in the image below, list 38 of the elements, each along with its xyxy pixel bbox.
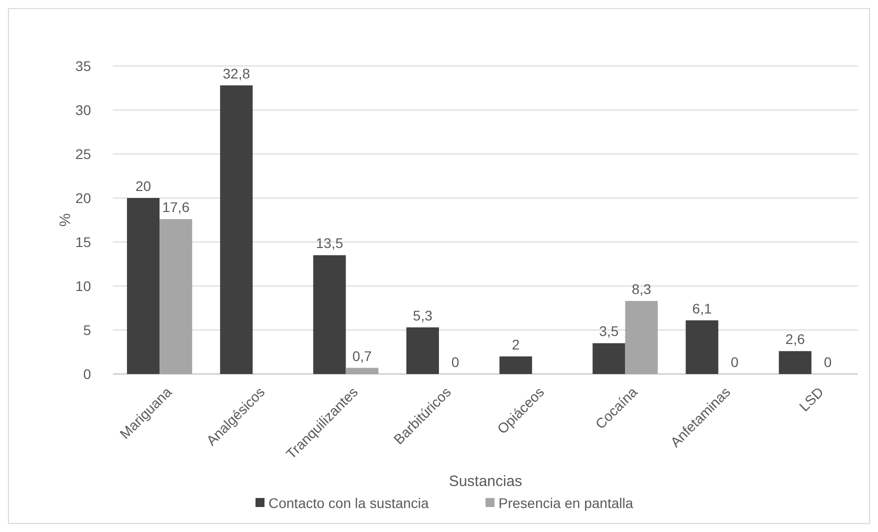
bar: [499, 356, 532, 374]
y-tick-label: 30: [75, 102, 92, 118]
legend-label: Contacto con la sustancia: [268, 495, 430, 511]
bar: [313, 255, 346, 374]
bar: [686, 320, 718, 374]
data-label: 6,1: [692, 300, 712, 316]
bar: [346, 368, 378, 374]
bar: [160, 219, 192, 374]
y-axis-title: %: [57, 213, 74, 227]
data-label: 8,3: [632, 280, 652, 297]
bar: [126, 198, 160, 374]
data-label: 13,5: [316, 235, 344, 252]
legend-label: Presencia en pantalla: [498, 495, 634, 511]
data-label: 17,6: [162, 199, 190, 216]
data-label: 32,8: [222, 65, 250, 82]
y-tick-label: 15: [75, 234, 92, 250]
y-tick-label: 35: [75, 58, 92, 74]
data-label: 2: [512, 336, 520, 352]
data-label: 0: [451, 354, 460, 370]
y-tick-label: 10: [75, 278, 92, 294]
y-tick-label: 20: [75, 190, 92, 206]
x-axis-title: Sustancias: [448, 473, 522, 490]
bar: [220, 85, 253, 374]
data-label: 5,3: [412, 307, 433, 324]
bar: [625, 300, 658, 374]
y-tick-label: 0: [83, 366, 92, 382]
x-tick-label: LSD: [796, 384, 826, 414]
data-label: 2,6: [785, 331, 806, 348]
bar: [406, 327, 439, 374]
data-label: 3,5: [599, 323, 619, 340]
y-tick-label: 25: [75, 146, 92, 162]
bar: [778, 351, 812, 374]
data-label: 0: [730, 354, 739, 370]
data-label: 0,7: [352, 348, 372, 364]
y-tick-label: 5: [83, 322, 92, 338]
bar: [592, 343, 626, 374]
data-label: 20: [135, 178, 152, 194]
data-label: 0: [824, 354, 832, 370]
